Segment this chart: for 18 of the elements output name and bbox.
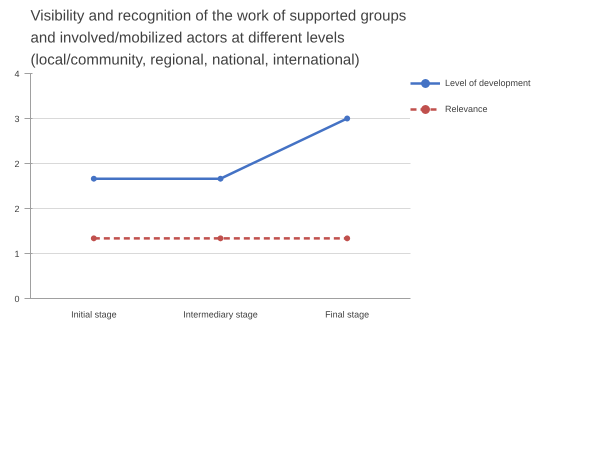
legend-label: Relevance <box>445 104 488 114</box>
point <box>344 235 350 242</box>
y-tick-label: 4 <box>14 69 20 79</box>
legend-label: Level of development <box>445 78 531 88</box>
x-tick-label: Intermediary stage <box>183 310 258 320</box>
y-tick-label: 0 <box>14 294 20 304</box>
point <box>90 235 97 242</box>
y-tick-label: 3 <box>14 114 20 124</box>
point <box>344 116 350 122</box>
y-tick-label: 1 <box>14 249 20 259</box>
point <box>218 176 224 182</box>
x-tick-label: Initial stage <box>71 310 117 320</box>
chart-title: Visibility and recognition of the work of supported groups and involved/mobilized actors at different levels (local/community, regional, national, international) <box>30 7 406 68</box>
point <box>90 176 97 182</box>
point <box>218 235 224 242</box>
x-tick-label: Final stage <box>325 310 370 320</box>
y-tick-label: 2 <box>14 159 20 169</box>
y-tick-label: 2 <box>14 204 20 214</box>
